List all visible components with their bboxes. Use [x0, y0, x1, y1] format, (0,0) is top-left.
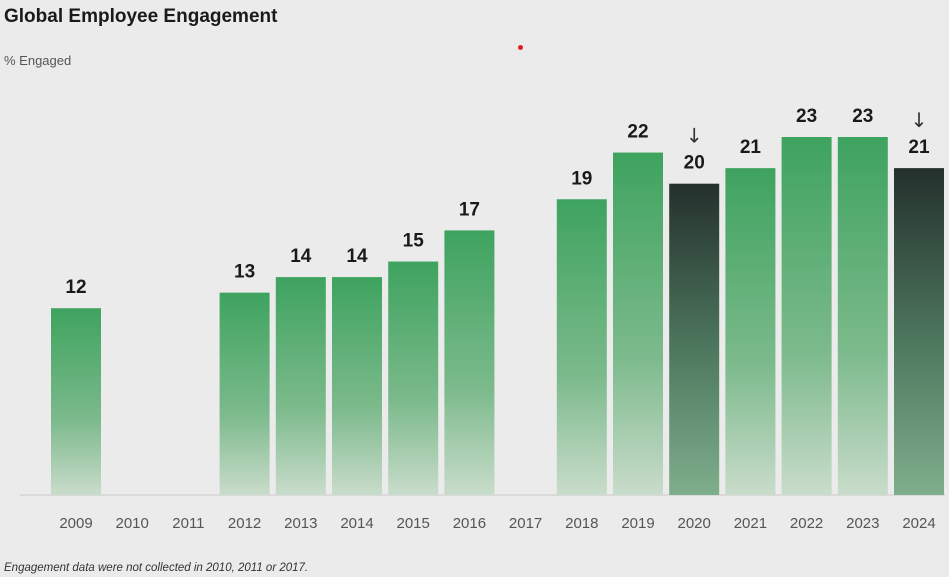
- bar-2023: [837, 137, 888, 495]
- data-label-2013: 14: [290, 246, 312, 267]
- data-label-2009: 12: [65, 277, 86, 298]
- bar-2016: [444, 230, 495, 496]
- x-tick-label: 2016: [453, 515, 486, 532]
- x-tick-label: 2009: [59, 515, 92, 532]
- bar-2021: [725, 168, 776, 495]
- y-axis-label: % Engaged: [4, 53, 72, 68]
- x-tick-label: 2011: [172, 515, 204, 532]
- data-label-2014: 14: [346, 246, 368, 267]
- bar-2013: [275, 277, 326, 495]
- bar-2020: [669, 183, 720, 495]
- x-tick-label: 2024: [902, 515, 935, 532]
- bar-2015: [388, 261, 439, 495]
- x-tick-label: 2018: [565, 515, 598, 532]
- accent-dot: [518, 45, 523, 50]
- bar-2019: [613, 152, 663, 495]
- x-tick-label: 2012: [228, 515, 261, 532]
- x-tick-label: 2022: [790, 515, 823, 532]
- decline-arrow-icon: ↓: [686, 124, 703, 148]
- x-tick-label: 2019: [621, 515, 654, 532]
- x-tick-label: 2021: [734, 515, 767, 532]
- bar-2018: [556, 199, 607, 495]
- data-label-2018: 19: [571, 168, 592, 189]
- x-tick-label: 2023: [846, 515, 879, 532]
- x-tick-label: 2015: [397, 515, 430, 532]
- data-label-2024: 21: [908, 137, 930, 158]
- bar-2012: [219, 292, 270, 495]
- decline-arrow-icon: ↓: [911, 108, 928, 132]
- bar-2009: [51, 308, 101, 495]
- x-tick-label: 2010: [116, 515, 149, 532]
- x-tick-label: 2017: [509, 515, 542, 532]
- x-tick-label: 2013: [284, 515, 317, 532]
- bar-2014: [332, 277, 382, 495]
- data-label-2023: 23: [852, 106, 873, 127]
- data-label-2019: 22: [627, 122, 648, 143]
- data-label-2012: 13: [234, 262, 255, 283]
- data-label-2020: 20: [684, 153, 705, 174]
- footnote: Engagement data were not collected in 20…: [4, 562, 309, 574]
- x-tick-label: 2014: [340, 515, 373, 532]
- bar-2022: [781, 137, 832, 495]
- chart-title: Global Employee Engagement: [4, 6, 278, 27]
- x-tick-label: 2020: [678, 515, 711, 532]
- data-label-2022: 23: [796, 106, 817, 127]
- bar-2024: [894, 168, 944, 495]
- data-label-2021: 21: [740, 137, 762, 158]
- data-label-2016: 17: [459, 199, 480, 220]
- data-label-2015: 15: [403, 231, 425, 252]
